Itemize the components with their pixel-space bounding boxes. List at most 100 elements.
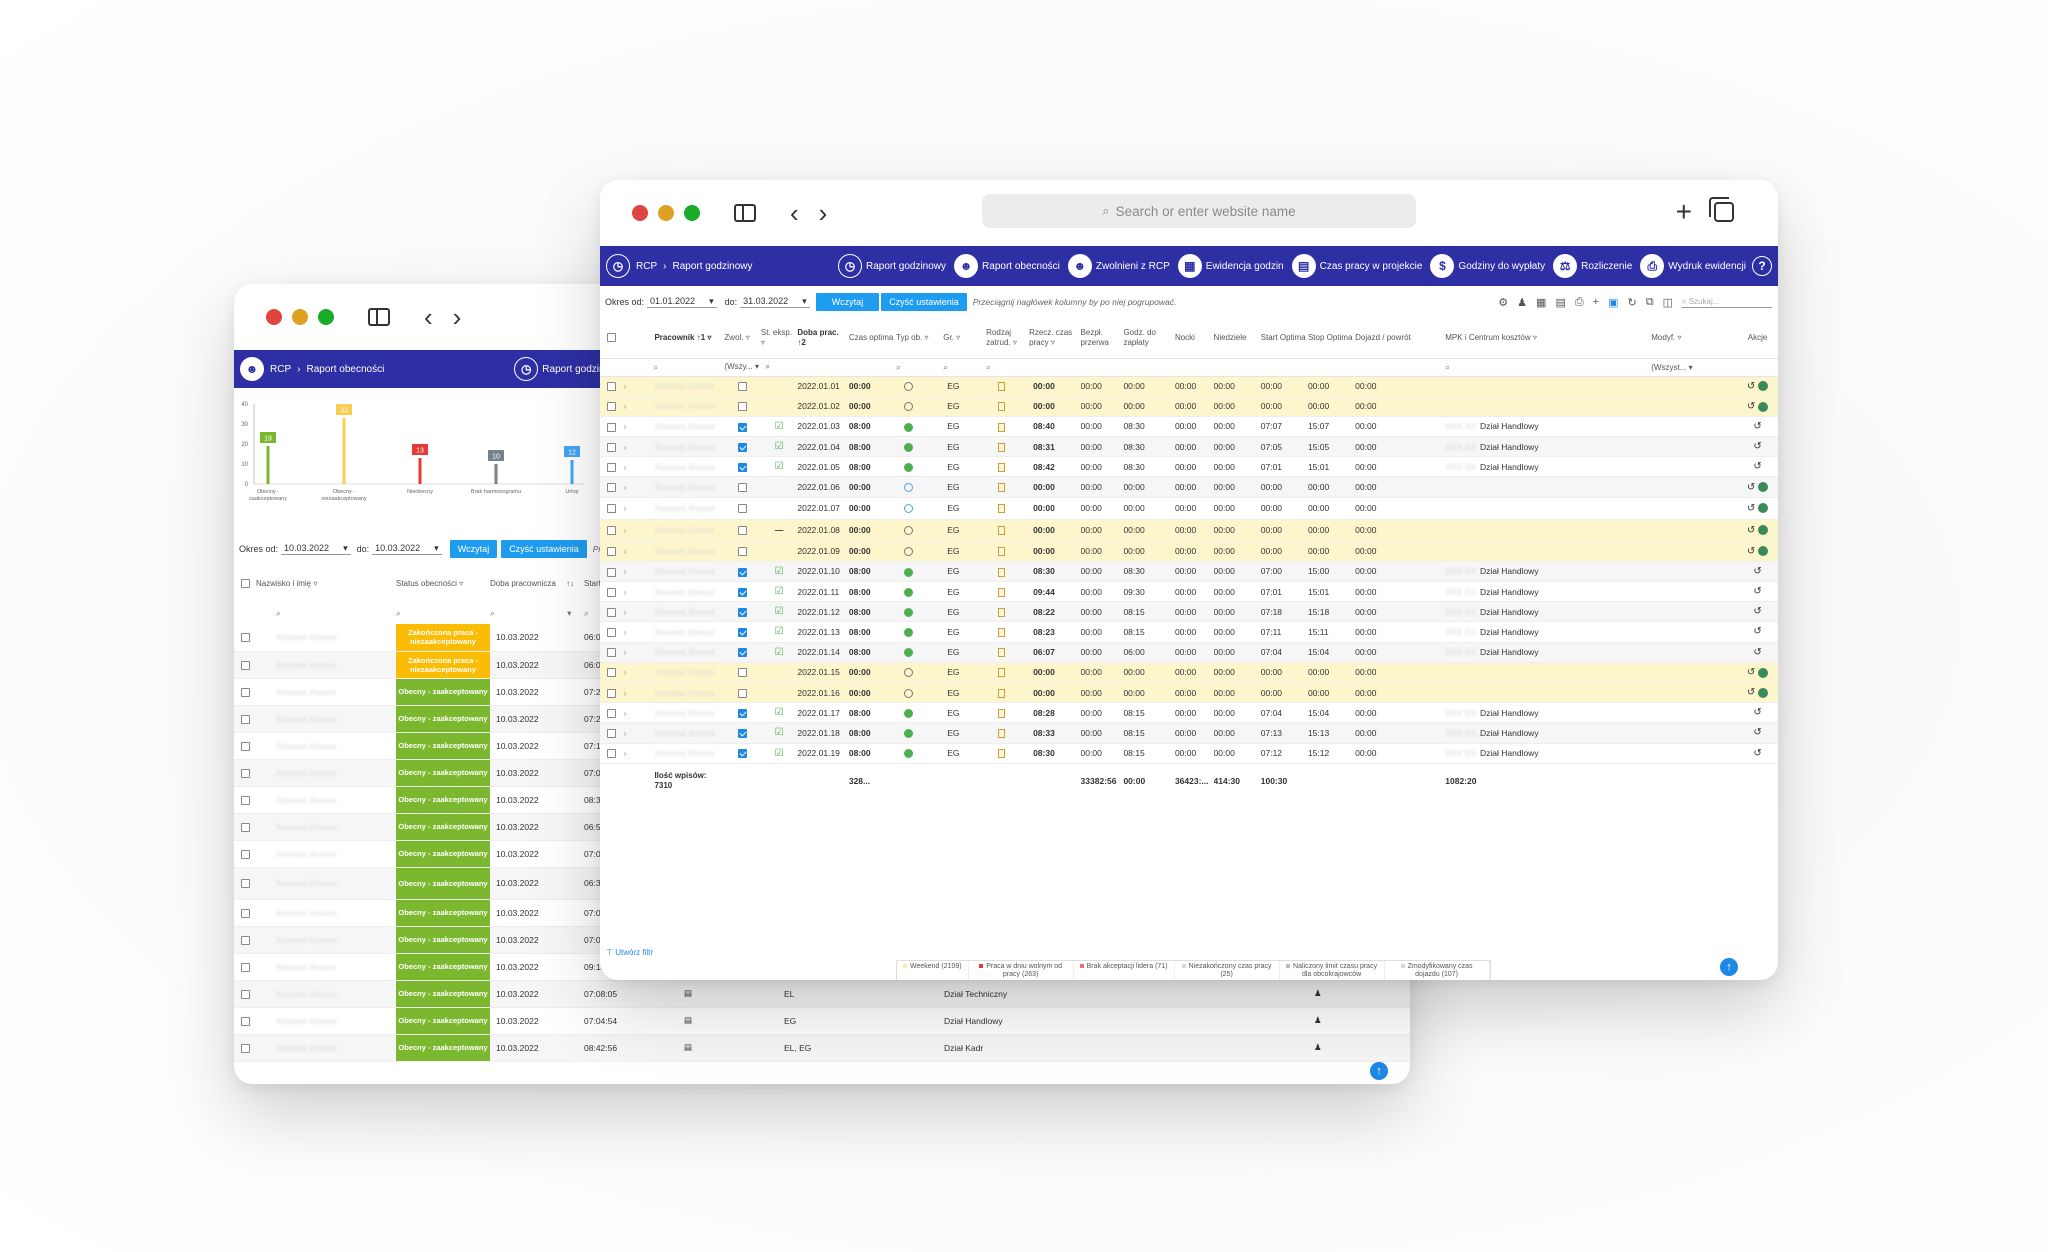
row-checkbox[interactable] [240,962,250,972]
contract-doc-icon[interactable] [998,567,1006,577]
row-checkbox[interactable] [240,687,250,697]
column-header[interactable]: St. eksp. ▿ [760,327,793,347]
grid-search-input[interactable]: ⌕ Szukaj... [1682,297,1772,308]
search-icon[interactable]: ⌕ [276,607,281,618]
table-row[interactable]: › Xxxxxxx Xxxxxx 2022.01.02 00:00 EG 00:… [600,396,1778,417]
columns-icon[interactable]: ▣ [1608,296,1619,309]
contract-doc-icon[interactable] [998,504,1006,514]
col-start[interactable]: Start pr [584,579,611,588]
table-row[interactable]: › Xxxxxxx Xxxxxx ☑ 2022.01.14 08:00 EG 0… [600,642,1778,663]
search-icon[interactable]: ⌕ [396,607,401,618]
expand-row-icon[interactable]: › [623,561,637,583]
row-checkbox[interactable] [607,567,617,577]
contract-doc-icon[interactable] [998,402,1006,412]
table-row[interactable]: › Xxxxxxx Xxxxxx 2022.01.09 00:00 EG 00:… [600,541,1778,562]
table-row[interactable]: › Xxxxxxx Xxxxxx 2022.01.01 00:00 EG 00:… [600,376,1778,397]
column-header[interactable]: Pracownik ↑1 ▿ [654,332,712,342]
column-header[interactable]: Doba prac. ↑2 [797,327,839,347]
released-checkbox[interactable] [738,422,748,432]
back-arrow-icon[interactable]: ‹ [790,198,799,228]
history-icon[interactable]: ↺ [1753,441,1762,453]
export-excel-icon[interactable]: ▦ [1536,296,1547,309]
released-checkbox[interactable] [738,483,748,493]
layout-icon[interactable]: ◫ [1662,296,1673,309]
add-icon[interactable]: + [1592,296,1600,308]
history-icon[interactable]: ↺ [1753,747,1762,759]
row-checkbox[interactable] [240,908,250,918]
new-tab-icon[interactable]: + [1675,196,1692,227]
row-checkbox[interactable] [607,547,617,557]
expand-row-icon[interactable]: › [623,682,637,704]
row-checkbox[interactable] [607,708,617,718]
column-header[interactable]: Czas optima [848,332,894,342]
row-checkbox[interactable] [607,526,617,536]
expand-row-icon[interactable]: › [623,519,637,542]
table-row[interactable]: › Xxxxxxx Xxxxxx — 2022.01.08 00:00 EG 0… [600,519,1778,542]
bar[interactable] [570,460,574,484]
row-checkbox[interactable] [240,989,250,999]
row-checkbox[interactable] [607,422,617,432]
row-checkbox[interactable] [607,688,617,698]
row-checkbox[interactable] [607,462,617,472]
row-checkbox[interactable] [240,1016,250,1026]
history-icon[interactable]: ↺ [1746,666,1756,678]
row-checkbox[interactable] [607,483,617,493]
contract-doc-icon[interactable] [998,483,1006,493]
column-header[interactable]: Typ ob. ▿ [896,332,929,342]
table-row[interactable]: › Xxxxxxx Xxxxxx ☑ 2022.01.05 08:00 EG 0… [600,456,1778,478]
table-row[interactable]: › Xxxxxxx Xxxxxx ☑ 2022.01.10 08:00 EG 0… [600,561,1778,583]
search-icon[interactable]: ⌕ ▾ [490,607,572,618]
scroll-top-button[interactable]: ↑ [1720,958,1738,976]
contract-doc-icon[interactable] [998,729,1006,739]
forward-arrow-icon[interactable]: › [818,198,828,228]
select-all-checkbox[interactable] [240,579,250,589]
table-row[interactable]: Xxxxxxx Xxxxxx Obecny - zaakceptowany 10… [234,1034,1410,1062]
col-name[interactable]: Nazwisko i imię ▿ [256,579,318,588]
nav-item-godziny-do-wypłaty[interactable]: $ Godziny do wypłaty [1430,254,1545,278]
table-row[interactable]: Xxxxxxx Xxxxxx Obecny - zaakceptowany 10… [234,980,1410,1008]
history-icon[interactable]: ↺ [1753,646,1762,658]
history-icon[interactable]: ↺ [1746,400,1756,412]
table-row[interactable]: › Xxxxxxx Xxxxxx ☑ 2022.01.12 08:00 EG 0… [600,601,1778,623]
released-checkbox[interactable] [738,648,748,658]
help-icon[interactable]: ? [1752,256,1772,276]
search-icon[interactable]: ⌕ [943,361,949,372]
released-checkbox[interactable] [738,688,748,698]
expand-row-icon[interactable]: › [623,722,637,744]
maximize-window-button[interactable] [318,309,334,325]
column-header[interactable]: Godz. do zapłaty [1123,327,1156,347]
maximize-window-button[interactable] [684,205,700,221]
column-header[interactable]: Akcje [1747,332,1768,342]
released-checkbox[interactable] [738,504,748,514]
bar[interactable] [418,458,422,484]
table-row[interactable]: › Xxxxxxx Xxxxxx 2022.01.06 00:00 EG 00:… [600,476,1778,498]
to-date-input[interactable]: 10.03.2022 ▾ [372,543,442,555]
breadcrumb-root[interactable]: RCP [636,260,658,272]
row-checkbox[interactable] [607,587,617,597]
contract-doc-icon[interactable] [998,688,1006,698]
bar[interactable] [494,464,498,484]
forward-arrow-icon[interactable]: › [452,302,462,332]
back-arrow-icon[interactable]: ‹ [424,302,433,332]
expand-row-icon[interactable]: › [623,743,637,764]
bar[interactable] [266,446,270,484]
nav-item-ewidencja-godzin[interactable]: ▦ Ewidencja godzin [1177,254,1284,278]
search-icon[interactable]: ⌕ [584,607,589,618]
close-window-button[interactable] [632,205,648,221]
from-date-input[interactable]: 01.01.2022 ▾ [647,296,717,308]
breadcrumb-root[interactable]: RCP [270,363,292,375]
from-date-input[interactable]: 10.03.2022 ▾ [281,543,351,555]
row-checkbox[interactable] [240,768,250,778]
row-checkbox[interactable] [240,795,250,805]
history-icon[interactable]: ↺ [1746,380,1756,392]
refresh-icon[interactable]: ↻ [1627,296,1637,309]
expand-row-icon[interactable]: › [623,396,637,417]
nav-item-raport-godzinowy[interactable]: ◷ Raport godzinowy [514,357,622,381]
nav-item-rozliczenie[interactable]: ⚖ Rozliczenie [1553,254,1632,278]
history-icon[interactable]: ↺ [1753,420,1762,432]
filter-icon[interactable]: ▿ [745,332,750,342]
table-row[interactable]: › Xxxxxxx Xxxxxx 2022.01.15 00:00 EG 00:… [600,662,1778,683]
released-checkbox[interactable] [738,382,748,392]
expand-row-icon[interactable]: › [623,621,637,643]
sidebar-toggle-icon[interactable] [734,204,756,222]
